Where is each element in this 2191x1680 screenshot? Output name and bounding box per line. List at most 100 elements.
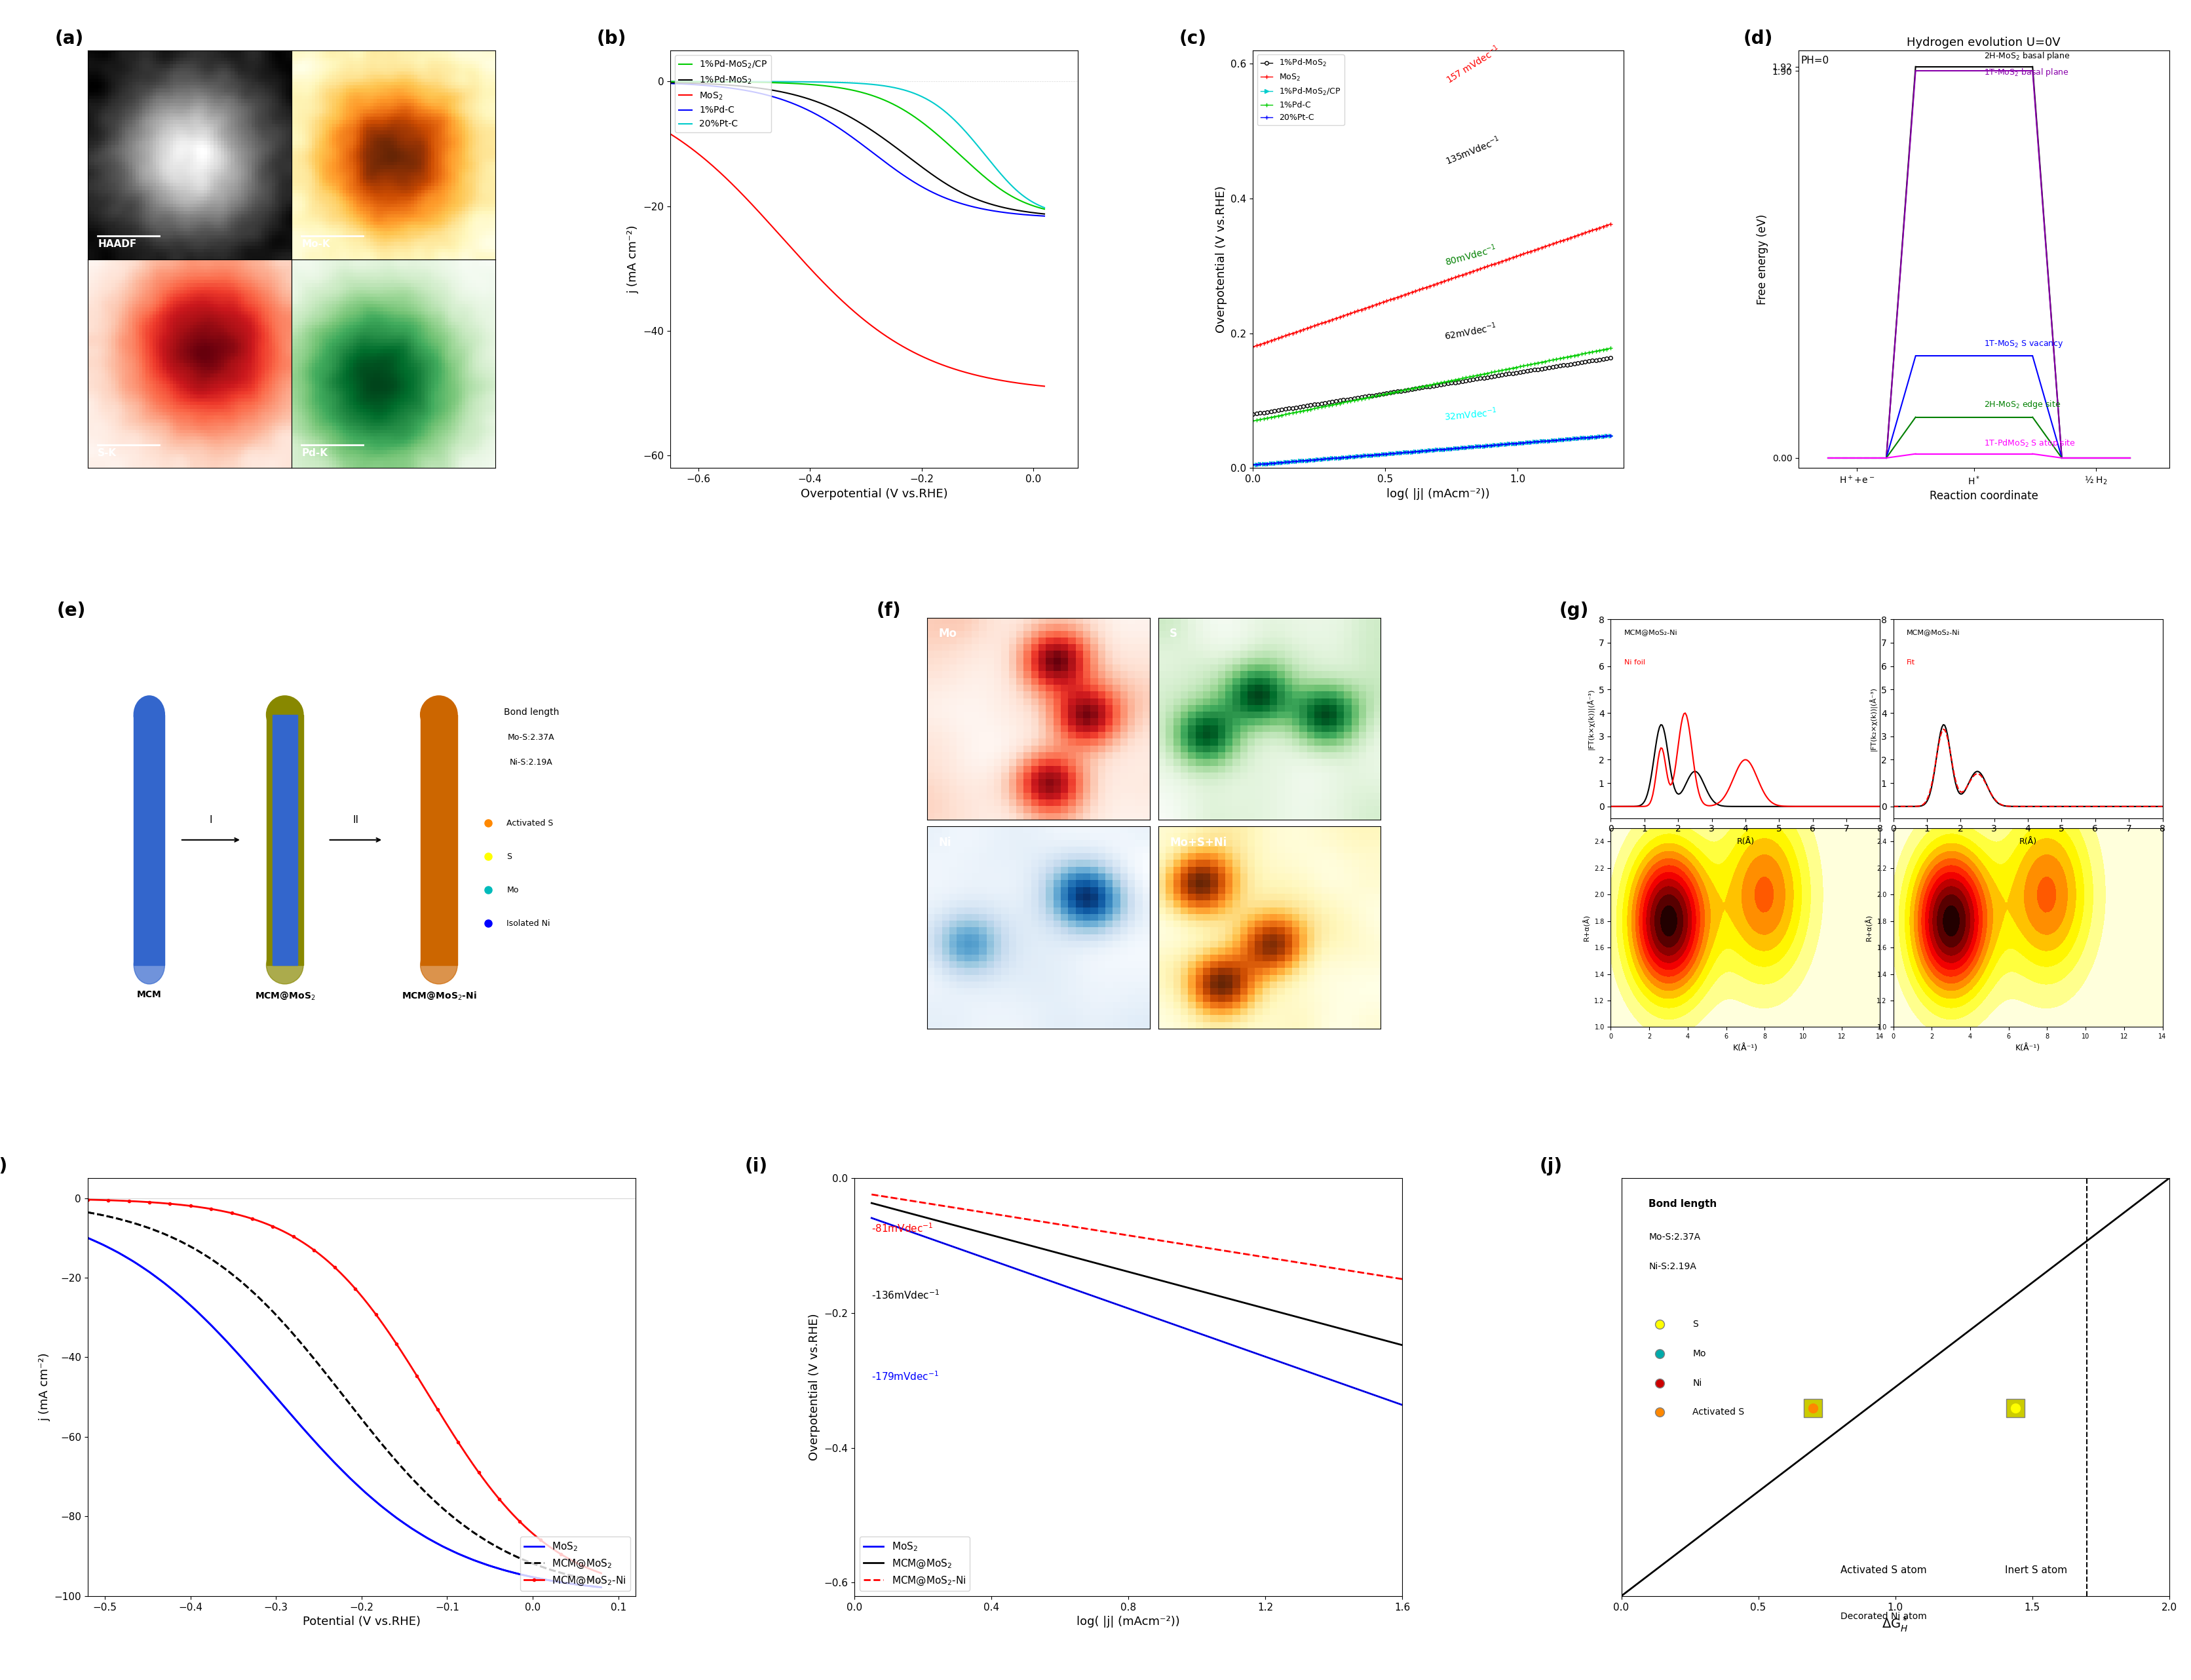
MoS$_2$ [587,1578,613,1598]
MCM@MoS$_2$-Ni [1389,1268,1415,1289]
1%Pd-MoS$_2$/CP [1597,425,1624,445]
Text: S: S [506,852,513,860]
Line: MCM@MoS$_2$-Ni: MCM@MoS$_2$-Ni [872,1194,1402,1278]
1%Pd-MoS$_2$/CP [837,79,863,99]
MoS$_2$ [379,1505,405,1525]
MoS$_2$ [960,1243,986,1263]
MoS$_2$ [1580,220,1606,240]
Text: Activated S: Activated S [506,818,554,828]
Line: MCM@MoS$_2$-Ni: MCM@MoS$_2$-Ni [85,1198,603,1574]
Line: 20%Pt-C: 20%Pt-C [670,82,1045,208]
20%Pt-C [657,72,684,92]
1%Pd-C [964,198,990,218]
Text: Ni foil: Ni foil [1624,659,1645,665]
MCM@MoS$_2$-Ni [576,1559,603,1579]
X-axis label: ΔG$_H^*$: ΔG$_H^*$ [1882,1616,1908,1633]
Text: (j): (j) [1538,1158,1562,1176]
1%Pd-MoS$_2$ [1597,348,1624,368]
Text: S: S [1691,1320,1698,1329]
1%Pd-C [1424,373,1450,393]
Text: (c): (c) [1179,30,1207,47]
Text: (a): (a) [55,30,83,47]
1%Pd-MoS$_2$ [1240,405,1266,425]
Text: (f): (f) [876,601,901,620]
X-axis label: Reaction coordinate: Reaction coordinate [1930,491,2038,502]
Y-axis label: Overpotential (V vs.RHE): Overpotential (V vs.RHE) [808,1314,819,1460]
MoS$_2$ [837,297,863,318]
Text: (d): (d) [1744,30,1773,47]
1%Pd-MoS$_2$ [859,121,885,141]
X-axis label: K(Å⁻¹): K(Å⁻¹) [2016,1043,2040,1052]
MoS$_2$ [881,331,907,351]
MCM@MoS$_2$ [587,1572,613,1593]
MoS$_2$ [353,1482,379,1502]
MoS$_2$ [1323,307,1350,328]
1%Pd-MoS$_2$ [1424,375,1450,395]
Text: Activated S: Activated S [1691,1408,1744,1416]
MCM@MoS$_2$ [322,1374,348,1394]
Line: 20%Pt-C: 20%Pt-C [1251,433,1613,467]
Line: 1%Pd-C: 1%Pd-C [1251,346,1613,423]
1%Pd-C [859,143,885,163]
Ellipse shape [421,696,458,734]
1%Pd-MoS$_2$ [881,134,907,155]
MCM@MoS$_2$-Ni [1174,1235,1201,1255]
1%Pd-C [657,74,684,94]
Ellipse shape [267,696,302,734]
MoS$_2$ [657,124,684,144]
1%Pd-MoS$_2$ [1580,351,1606,371]
Y-axis label: j (mA cm⁻²): j (mA cm⁻²) [627,225,640,294]
MoS$_2$ [964,365,990,385]
1%Pd-MoS$_2$/CP [964,160,990,180]
Text: Mo: Mo [506,885,519,894]
MCM@MoS$_2$-Ni [322,1257,348,1277]
20%Pt-C [1569,428,1595,449]
MCM@MoS$_2$ [1174,1277,1201,1297]
Text: 32mVdec$^{-1}$: 32mVdec$^{-1}$ [1444,407,1496,423]
Text: (g): (g) [1560,601,1588,620]
Y-axis label: Free energy (eV): Free energy (eV) [1757,213,1768,304]
Line: MCM@MoS$_2$: MCM@MoS$_2$ [88,1213,600,1583]
Text: 80mVdec$^{-1}$: 80mVdec$^{-1}$ [1444,242,1499,269]
MCM@MoS$_2$ [859,1193,885,1213]
Text: Inert S atom: Inert S atom [2005,1566,2066,1576]
Text: Isolated Ni: Isolated Ni [506,919,550,927]
Text: Mo-S:2.37A: Mo-S:2.37A [508,732,554,741]
Text: 135mVdec$^{-1}$: 135mVdec$^{-1}$ [1444,134,1503,166]
1%Pd-C [1323,395,1350,415]
Text: MCM@MoS$_2$-Ni: MCM@MoS$_2$-Ni [401,990,475,1001]
Text: S: S [1170,628,1177,640]
X-axis label: R(Å): R(Å) [1737,837,1755,845]
MoS$_2$ [1453,264,1479,284]
Line: MCM@MoS$_2$: MCM@MoS$_2$ [872,1203,1402,1346]
MCM@MoS$_2$ [1345,1324,1372,1344]
1%Pd-MoS$_2$/CP [1323,449,1350,469]
1%Pd-C [1023,205,1049,225]
Text: 157 mVdec$^{-1}$: 157 mVdec$^{-1}$ [1444,44,1501,86]
Y-axis label: R+α(Å): R+α(Å) [1865,914,1873,941]
Text: Ni-S:2.19A: Ni-S:2.19A [511,758,552,766]
Text: Mo: Mo [1691,1349,1707,1359]
20%Pt-C [1308,449,1334,469]
Line: 1%Pd-MoS$_2$/CP: 1%Pd-MoS$_2$/CP [1251,433,1613,467]
Text: MCM@MoS$_2$: MCM@MoS$_2$ [254,990,316,1001]
20%Pt-C [835,72,861,92]
MCM@MoS$_2$-Ni [318,1255,344,1275]
1%Pd-MoS$_2$/CP [859,86,885,106]
1%Pd-MoS$_2$/CP [1308,449,1334,469]
MCM@MoS$_2$ [960,1220,986,1240]
MoS$_2$ [835,296,861,316]
1%Pd-MoS$_2$ [1323,391,1350,412]
MCM@MoS$_2$ [1133,1267,1159,1287]
Text: 2H-MoS$_2$ edge site: 2H-MoS$_2$ edge site [1983,400,2062,410]
MoS$_2$ [859,1208,885,1228]
Bar [272,714,298,966]
MoS$_2$ [1133,1304,1159,1324]
1%Pd-C [1308,396,1334,417]
1%Pd-C [881,158,907,178]
20%Pt-C [881,77,907,97]
Text: 2H-MoS$_2$ basal plane: 2H-MoS$_2$ basal plane [1983,50,2070,62]
Legend: MoS$_2$, MCM@MoS$_2$, MCM@MoS$_2$-Ni: MoS$_2$, MCM@MoS$_2$, MCM@MoS$_2$-Ni [519,1537,631,1591]
Ellipse shape [421,946,458,984]
20%Pt-C [1023,193,1049,213]
